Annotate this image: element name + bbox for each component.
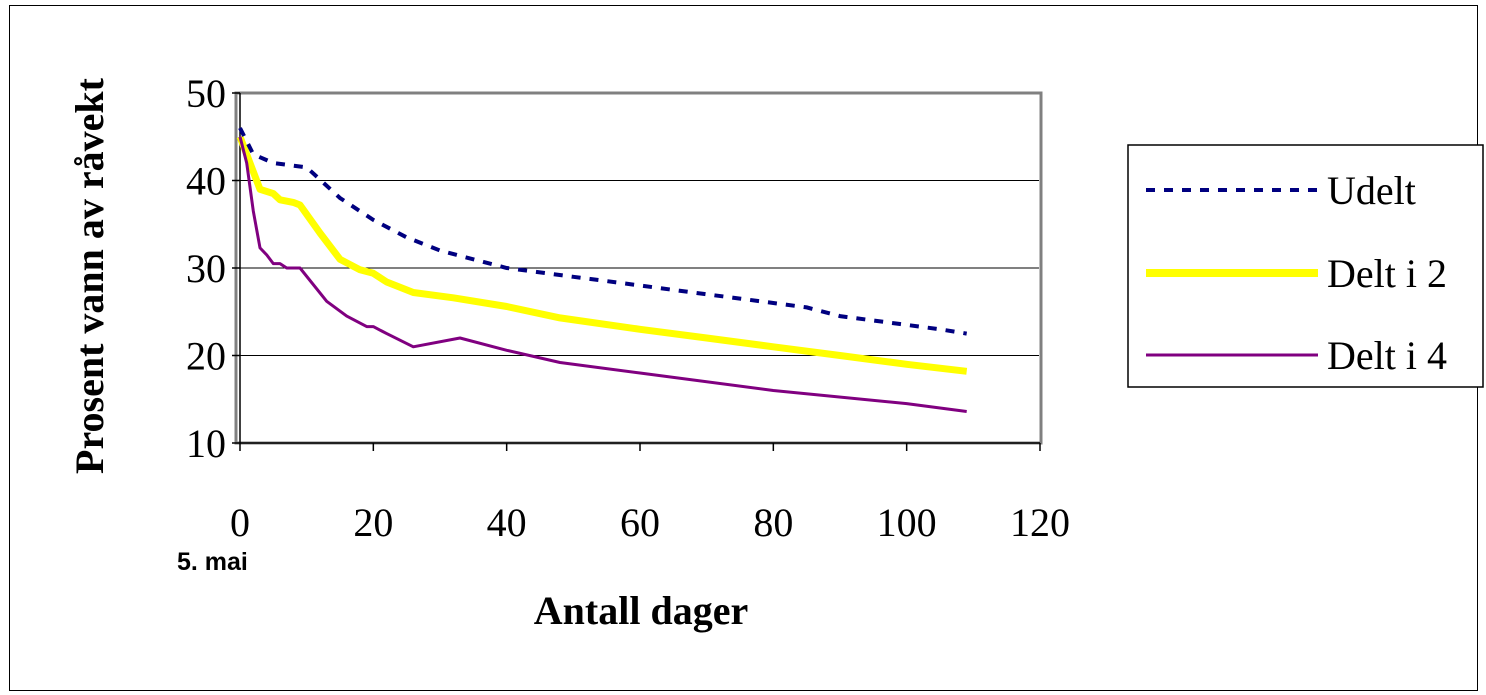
y-tick-label: 50 xyxy=(186,71,226,116)
y-tick-label: 40 xyxy=(186,159,226,204)
x-tick-label: 120 xyxy=(1010,500,1070,545)
y-tick-label: 10 xyxy=(186,421,226,466)
legend-label: Delt i 2 xyxy=(1327,251,1447,296)
x-tick-label: 40 xyxy=(487,500,527,545)
x-tick-label: 100 xyxy=(877,500,937,545)
gridlines xyxy=(240,180,1039,356)
series-line-udelt xyxy=(238,127,968,336)
x-axis-title: Antall dager xyxy=(534,588,748,633)
x-tick-label: 60 xyxy=(620,500,660,545)
legend-label: Udelt xyxy=(1327,168,1416,213)
x-annotation: 5. mai xyxy=(177,548,248,576)
x-tick-label: 0 xyxy=(230,500,250,545)
y-tick-labels: 10 20 30 40 50 xyxy=(186,71,226,466)
x-tick-label: 80 xyxy=(753,500,793,545)
legend-box xyxy=(1127,144,1484,388)
x-tick-labels: 0 20 40 60 80 100 120 xyxy=(230,500,1070,545)
y-axis-title: Prosent vann av råvekt xyxy=(67,77,112,474)
y-tick-label: 30 xyxy=(186,246,226,291)
series-line-delt-i-4 xyxy=(238,136,967,413)
y-tick-label: 20 xyxy=(186,334,226,379)
legend-label: Delt i 4 xyxy=(1327,333,1447,378)
axes xyxy=(232,92,1041,451)
x-tick-label: 20 xyxy=(353,500,393,545)
legend: Udelt Delt i 2 Delt i 4 xyxy=(1127,144,1484,388)
series-group xyxy=(236,127,968,413)
legend-items: Udelt Delt i 2 Delt i 4 xyxy=(1146,168,1447,378)
series-line-delt-i-2 xyxy=(236,135,968,375)
